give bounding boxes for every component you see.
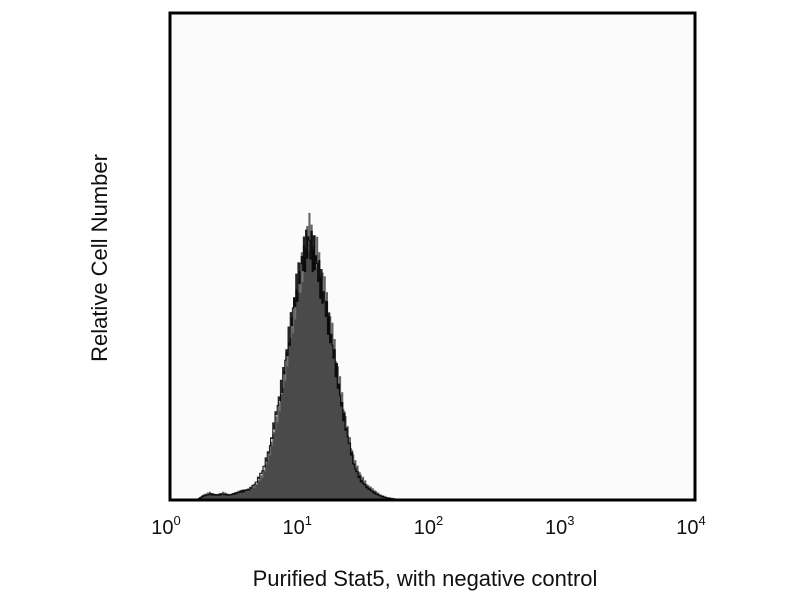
tick-base: 10 (283, 517, 305, 539)
x-tick-labels: 100 101 102 103 104 (151, 513, 705, 539)
x-tick-label: 101 (283, 513, 312, 539)
plot-background (170, 13, 695, 500)
x-tick-label: 100 (151, 513, 180, 539)
tick-exponent: 1 (305, 513, 312, 528)
x-tick-label: 103 (545, 513, 574, 539)
x-tick-label: 102 (414, 513, 443, 539)
y-axis-label: Relative Cell Number (87, 154, 112, 362)
tick-base: 10 (414, 517, 436, 539)
tick-exponent: 0 (174, 513, 181, 528)
tick-exponent: 3 (567, 513, 574, 528)
x-tick-label: 104 (676, 513, 705, 539)
series-layer (196, 212, 407, 501)
x-axis-label: Purified Stat5, with negative control (253, 566, 598, 591)
tick-exponent: 4 (699, 513, 706, 528)
tick-base: 10 (676, 517, 698, 539)
plot-frame (168, 11, 697, 502)
tick-base: 10 (151, 517, 173, 539)
tick-exponent: 2 (436, 513, 443, 528)
control-histogram-outline (196, 229, 407, 501)
tick-base: 10 (545, 517, 567, 539)
